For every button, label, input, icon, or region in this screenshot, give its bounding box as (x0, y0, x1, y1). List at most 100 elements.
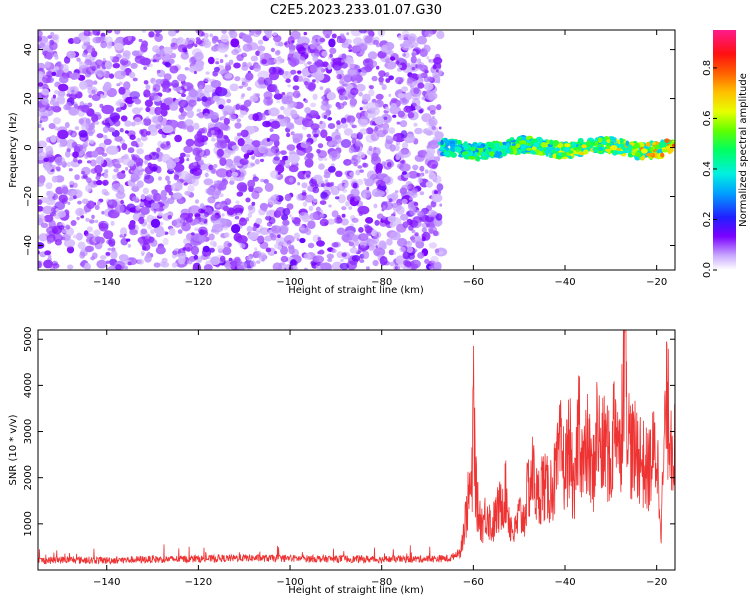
heatmap-cell (194, 51, 204, 62)
heatmap-cell (533, 142, 540, 148)
heatmap-cell (424, 169, 429, 174)
heatmap-cell (144, 166, 154, 175)
heatmap-cell (270, 47, 275, 53)
heatmap-cell (335, 196, 340, 200)
heatmap-cell (202, 39, 212, 49)
heatmap-cell (91, 214, 95, 219)
heatmap-cell (370, 132, 380, 142)
heatmap-cell (85, 184, 92, 193)
heatmap-cell (130, 173, 140, 182)
heatmap-cell (206, 97, 212, 102)
heatmap-cell (236, 235, 248, 244)
heatmap-cell (184, 85, 188, 90)
heatmap-cell (538, 151, 543, 156)
heatmap-cell (263, 77, 273, 86)
heatmap-cell (412, 42, 419, 48)
heatmap-cell (396, 237, 408, 247)
heatmap-cell (364, 225, 373, 234)
heatmap-cell (236, 212, 242, 217)
heatmap-cell (381, 84, 387, 91)
heatmap-cell (45, 182, 53, 190)
heatmap-cell (341, 122, 349, 129)
heatmap-cell (561, 152, 568, 157)
snr-frame (37, 329, 676, 571)
heatmap-cell (115, 191, 126, 200)
heatmap-cell (352, 76, 358, 81)
heatmap-cell (353, 80, 358, 84)
heatmap-cell (222, 247, 232, 256)
heatmap-cell (242, 34, 252, 43)
heatmap-cell (219, 255, 226, 262)
heatmap-cell (136, 148, 144, 155)
heatmap-cell (411, 188, 418, 194)
heatmap-cell (388, 93, 392, 97)
heatmap-cell (419, 165, 425, 172)
colorbar-tick-label: 0.0 (702, 262, 713, 278)
heatmap-cell (114, 135, 123, 142)
heatmap-cell (435, 156, 441, 162)
heatmap-cell (72, 36, 80, 45)
heatmap-cell (381, 216, 387, 221)
heatmap-cell (194, 133, 203, 141)
heatmap-cell (148, 31, 155, 38)
heatmap-cell (346, 32, 350, 36)
heatmap-cell (398, 34, 405, 41)
heatmap-cell (627, 144, 633, 151)
heatmap-cell (326, 92, 336, 101)
heatmap-cell (427, 140, 440, 149)
heatmap-cell (65, 150, 71, 158)
heatmap-cell (178, 99, 189, 109)
heatmap-cell (305, 170, 310, 176)
heatmap-cell (302, 201, 308, 207)
heatmap-cell (87, 86, 98, 96)
heatmap-cell (215, 204, 220, 208)
heatmap-cell (349, 247, 358, 254)
heatmap-cell (259, 141, 265, 146)
heatmap-cell (174, 134, 183, 143)
heatmap-cell (118, 86, 126, 95)
heatmap-cell (191, 232, 195, 236)
heatmap-cell (405, 92, 412, 101)
heatmap-cell (433, 261, 442, 270)
heatmap-cell (526, 147, 533, 151)
heatmap-cell (191, 218, 200, 225)
heatmap-cell (390, 103, 398, 110)
heatmap-cell (288, 246, 295, 255)
heatmap-cell (622, 150, 630, 154)
heatmap-cell (198, 84, 204, 90)
heatmap-cell (44, 61, 51, 69)
heatmap-cell (432, 115, 435, 119)
heatmap-cell (332, 248, 337, 253)
heatmap-cell (140, 201, 145, 207)
heatmap-cell (305, 142, 311, 146)
heatmap-cell (309, 178, 317, 187)
heatmap-cell (99, 103, 104, 108)
heatmap-cell (48, 231, 53, 235)
heatmap-cell (131, 156, 138, 161)
heatmap-cell (269, 71, 279, 81)
heatmap-cell (495, 142, 500, 149)
heatmap-cell (212, 95, 221, 102)
heatmap-cell (46, 51, 53, 60)
heatmap-cell (164, 88, 172, 93)
heatmap-cell (112, 174, 118, 180)
heatmap-cell (346, 115, 356, 124)
heatmap-cell (362, 93, 371, 103)
heatmap-cell (375, 245, 379, 249)
heatmap-cell (73, 157, 78, 163)
heatmap-cell (238, 217, 248, 226)
heatmap-cell (194, 154, 202, 162)
heatmap-cell (351, 138, 357, 144)
heatmap-cell (229, 114, 237, 121)
heatmap-cell (229, 176, 237, 182)
heatmap-cell (156, 69, 161, 74)
heatmap-cell (316, 240, 325, 247)
heatmap-cell (152, 45, 160, 53)
heatmap-cell (40, 213, 45, 218)
heatmap-cell (346, 260, 358, 270)
heatmap-cell (358, 227, 364, 233)
heatmap-cell (244, 107, 249, 112)
heatmap-cell (41, 127, 45, 131)
heatmap-cell (247, 232, 259, 241)
